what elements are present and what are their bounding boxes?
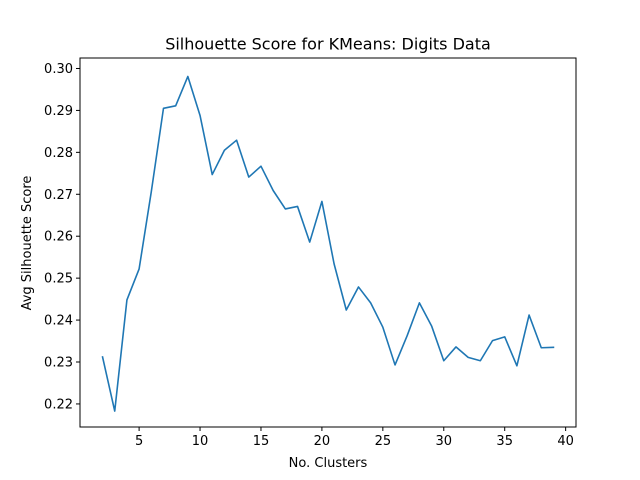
x-tick-label: 10	[192, 434, 209, 449]
y-tick-label: 0.29	[44, 104, 73, 119]
x-tick-label: 30	[436, 434, 453, 449]
x-tick-label: 40	[557, 434, 574, 449]
plot-area: 5 10 15 20 25 30 35 40 0.22 0.23 0.24 0.25 0.26 0.27 0…	[44, 57, 577, 449]
y-tick-label: 0.25	[44, 272, 73, 287]
y-tick-label: 0.28	[44, 146, 73, 161]
y-tick-label: 0.22	[44, 397, 73, 412]
x-tick-label: 20	[314, 434, 331, 449]
x-axis-label: No. Clusters	[289, 456, 368, 471]
x-tick-label: 25	[375, 434, 392, 449]
x-tick-label: 5	[135, 434, 143, 449]
y-tick-label: 0.26	[44, 230, 73, 245]
x-tick-label: 35	[496, 434, 513, 449]
series-line	[101, 75, 555, 412]
plot-frame	[79, 57, 577, 428]
y-tick-label: 0.24	[44, 314, 73, 329]
chart-title: Silhouette Score for KMeans: Digits Data	[165, 35, 491, 54]
y-tick-label: 0.30	[44, 62, 73, 77]
x-tick-label: 15	[253, 434, 270, 449]
y-tick-label: 0.23	[44, 356, 73, 371]
y-axis-label: Avg Silhouette Score	[20, 176, 35, 311]
y-tick-label: 0.27	[44, 188, 73, 203]
